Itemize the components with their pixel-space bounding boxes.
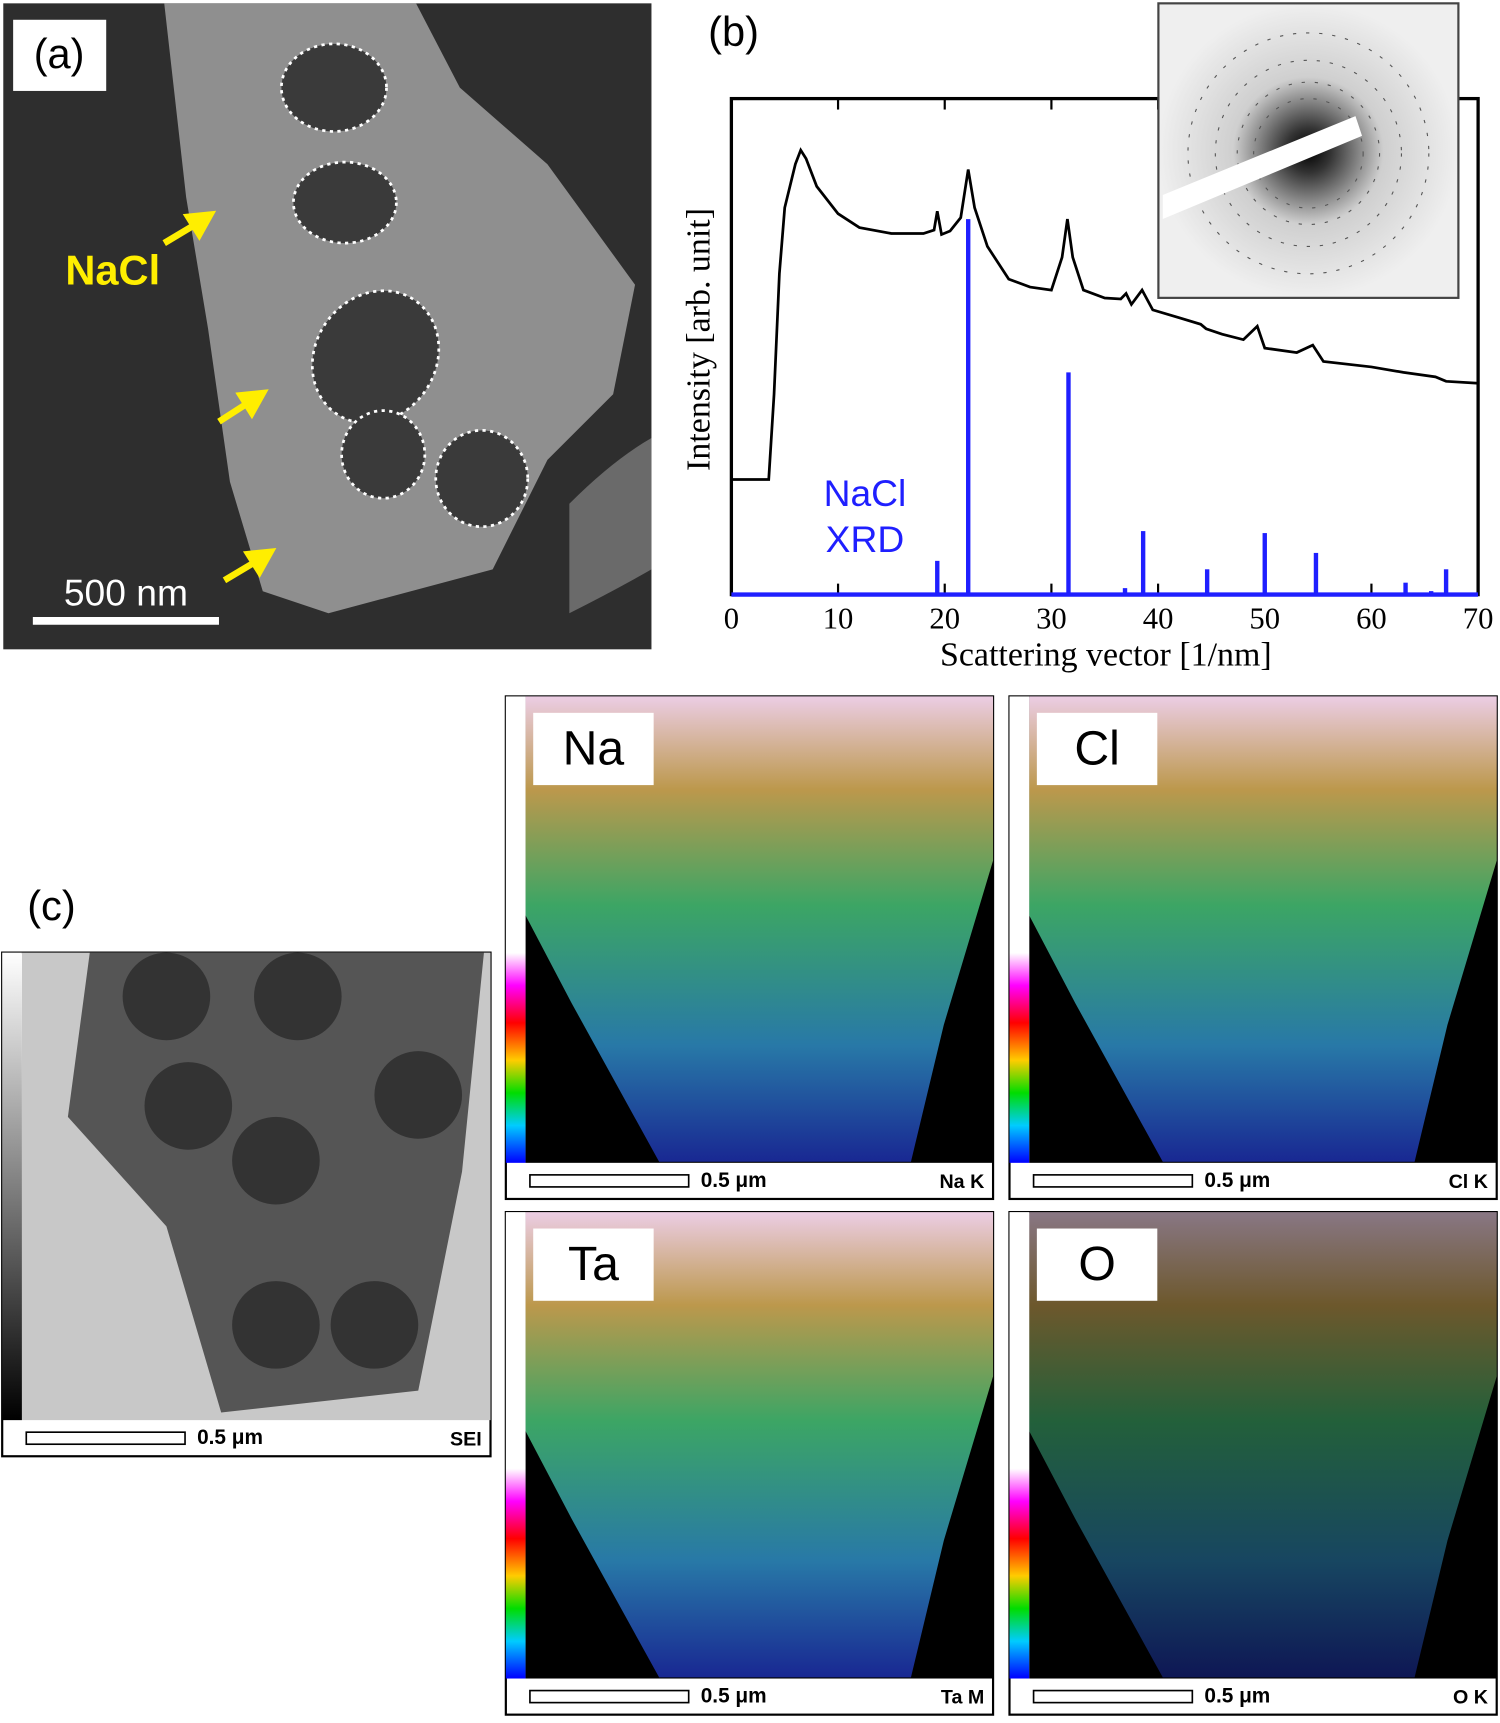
label-box (13, 19, 107, 91)
legend-label: NaCl XRD (823, 473, 907, 561)
y-axis-label: Intensity [arb. unit] (680, 208, 717, 471)
pore (374, 1051, 463, 1139)
panel-label: (a) (34, 30, 85, 77)
signal-label: Cl K (1449, 1171, 1489, 1193)
label-box (533, 1228, 654, 1301)
panel-a: (a) NaCl 500 nm (3, 3, 652, 650)
colorbar (2, 952, 22, 1421)
annotation: NaCl (65, 247, 160, 294)
x-tick-label: 30 (1036, 602, 1067, 636)
x-tick-label: 60 (1356, 602, 1387, 636)
xrd-stick (1313, 552, 1319, 595)
signal-label: SEI (450, 1428, 482, 1450)
signal-label: O K (1453, 1687, 1489, 1709)
element-label: O (1078, 1237, 1115, 1291)
xrd-stick (1204, 569, 1210, 595)
xrd-stick (1122, 588, 1128, 595)
pore (330, 1281, 419, 1369)
x-tick-label: 20 (929, 602, 960, 636)
panel-label: (b) (708, 8, 759, 55)
x-tick-label: 0 (724, 602, 739, 636)
element-signal (1029, 696, 1497, 1162)
scale-bar (25, 1431, 186, 1446)
pore (232, 1116, 320, 1205)
label-box (533, 712, 654, 786)
element-signal (525, 696, 994, 1162)
x-tick-label: 40 (1143, 602, 1174, 636)
element-signal (1029, 1212, 1497, 1678)
scale-bar (1032, 1689, 1194, 1704)
film (569, 438, 652, 614)
panel-b: (b) Scattering vector [1/nm] Intensity [… (680, 8, 1493, 674)
scale-label: 0.5 μm (1204, 1685, 1270, 1708)
diffraction-inset (1157, 2, 1460, 299)
label-box (1036, 712, 1158, 786)
colorbar (505, 696, 526, 1163)
colorbar (1009, 696, 1030, 1163)
maps: 0.5 μm SEI Na 0.5 μm Na K Cl 0.5 μm Cl K Ta 0.5 μ… (1, 695, 1498, 1716)
intensity-curve (731, 147, 1479, 481)
element-signal (525, 1212, 994, 1678)
x-axis-label: Scattering vector [1/nm] (940, 637, 1272, 674)
x-tick-label: 50 (1249, 602, 1280, 636)
label-box (1036, 1228, 1158, 1301)
scale-label: 0.5 μm (701, 1169, 767, 1192)
pore (232, 1281, 320, 1369)
xrd-stick (935, 560, 940, 595)
scale-bar (1032, 1174, 1194, 1188)
colorbar (505, 1212, 526, 1679)
pores (280, 42, 530, 529)
xrd-stick (1443, 569, 1449, 595)
scale-bar (529, 1689, 690, 1704)
xrd-stick (1140, 531, 1146, 595)
xrd-stick (966, 219, 971, 595)
arrows (162, 210, 277, 584)
element-label: Na (563, 721, 625, 775)
xrd-stick (1403, 582, 1408, 595)
signal-label: Ta M (941, 1687, 984, 1709)
pore (144, 1062, 233, 1150)
scale-label: 0.5 μm (197, 1426, 263, 1449)
xrd-stick (1262, 533, 1267, 595)
x-tick-label: 70 (1463, 602, 1494, 636)
scale-label: 500 nm (64, 572, 188, 614)
scale-label: 0.5 μm (701, 1685, 767, 1708)
pore (254, 952, 342, 1041)
legend: NaCl XRD (823, 473, 907, 561)
scale-label: 0.5 μm (1204, 1169, 1270, 1192)
element-label: Cl (1074, 721, 1119, 775)
colorbar (1009, 1212, 1030, 1679)
x-tick-label: 10 (823, 602, 854, 636)
panel-label: (c) (27, 882, 76, 929)
element-label: Ta (568, 1237, 619, 1291)
pore (122, 952, 211, 1041)
scale-bar (529, 1174, 690, 1188)
signal-label: Na K (939, 1171, 985, 1193)
xrd-stick (1066, 372, 1071, 595)
